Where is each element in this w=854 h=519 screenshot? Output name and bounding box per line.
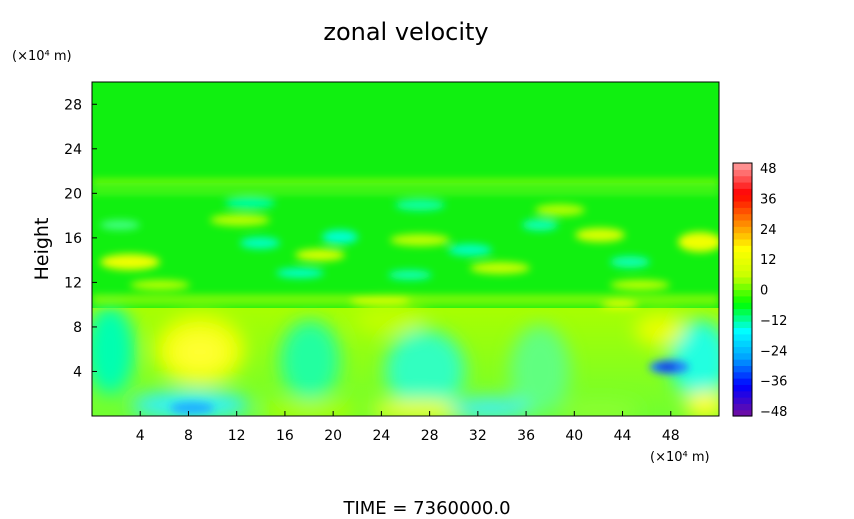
x-tick-label: 40 bbox=[565, 428, 583, 444]
colorbar: 48 36 24 12 0 −12 −24 −36 −48 bbox=[732, 162, 787, 420]
x-tick-label: 24 bbox=[372, 428, 390, 444]
colorbar-segment bbox=[733, 276, 752, 284]
colorbar-segment bbox=[733, 188, 752, 196]
colorbar-segment bbox=[733, 384, 752, 392]
colorbar-tick-label: 0 bbox=[760, 284, 768, 299]
colorbar-segment bbox=[733, 289, 752, 297]
colorbar-segment bbox=[733, 340, 752, 348]
velocity-field bbox=[92, 82, 719, 416]
colorbar-segment bbox=[733, 321, 752, 329]
colorbar-tick-label: −36 bbox=[760, 375, 787, 390]
colorbar-segment bbox=[733, 352, 752, 360]
x-tick-label: 16 bbox=[276, 428, 294, 444]
colorbar-tick-label: 48 bbox=[760, 162, 777, 177]
x-tick-label: 28 bbox=[421, 428, 439, 444]
colorbar-segment bbox=[733, 207, 752, 215]
y-tick-label: 8 bbox=[73, 320, 82, 336]
colorbar-segment bbox=[733, 371, 752, 379]
colorbar-segment bbox=[733, 365, 752, 373]
colorbar-segment bbox=[733, 333, 752, 341]
x-tick-label: 44 bbox=[614, 428, 632, 444]
colorbar-segment bbox=[733, 219, 752, 227]
x-tick-label: 32 bbox=[469, 428, 487, 444]
colorbar-segment bbox=[733, 283, 752, 291]
x-tick-label: 8 bbox=[184, 428, 193, 444]
x-axis-unit: (×10⁴ m) bbox=[650, 450, 710, 465]
colorbar-tick-label: 24 bbox=[760, 223, 777, 238]
y-tick-label: 16 bbox=[64, 231, 82, 247]
y-tick-label: 20 bbox=[64, 186, 82, 202]
colorbar-segment bbox=[733, 308, 752, 316]
colorbar-segment bbox=[733, 346, 752, 354]
colorbar-tick-label: −12 bbox=[760, 314, 787, 329]
time-label: TIME = 7360000.0 bbox=[342, 498, 510, 519]
y-tick-label: 28 bbox=[64, 97, 82, 113]
colorbar-tick-label: 36 bbox=[760, 192, 777, 207]
colorbar-segment bbox=[733, 302, 752, 310]
x-tick-label: 48 bbox=[662, 428, 680, 444]
x-tick-label: 12 bbox=[228, 428, 246, 444]
colorbar-segment bbox=[733, 327, 752, 335]
y-axis: 4 8 12 16 20 24 28 bbox=[64, 97, 97, 380]
colorbar-segment bbox=[733, 251, 752, 259]
plot-frame bbox=[91, 81, 720, 417]
colorbar-segment bbox=[733, 175, 752, 183]
colorbar-segment bbox=[733, 226, 752, 234]
colorbar-segment bbox=[733, 378, 752, 385]
colorbar-segment bbox=[733, 257, 752, 265]
colorbar-tick-label: −24 bbox=[760, 344, 787, 359]
x-tick-label: 20 bbox=[324, 428, 342, 444]
colorbar-segment bbox=[733, 264, 752, 272]
colorbar-segment bbox=[733, 270, 752, 278]
y-tick-label: 24 bbox=[64, 142, 82, 158]
colorbar-segment bbox=[733, 238, 752, 246]
colorbar-frame bbox=[732, 162, 753, 417]
colorbar-segment bbox=[733, 295, 752, 303]
colorbar-segment bbox=[733, 390, 752, 398]
colorbar-segment bbox=[733, 213, 752, 221]
y-tick-label: 12 bbox=[64, 275, 82, 291]
colorbar-segment bbox=[733, 163, 752, 170]
x-axis: 4 8 12 16 20 24 28 32 36 40 44 48 bbox=[136, 411, 680, 444]
x-tick-label: 36 bbox=[517, 428, 535, 444]
y-tick-label: 4 bbox=[73, 364, 82, 380]
colorbar-segment bbox=[733, 181, 752, 189]
y-axis-label: Height bbox=[31, 218, 53, 281]
y-axis-unit: (×10⁴ m) bbox=[12, 49, 72, 64]
colorbar-segment bbox=[733, 169, 752, 177]
colorbar-tick-label: 12 bbox=[760, 253, 777, 268]
colorbar-segment bbox=[733, 194, 752, 202]
x-tick-label: 4 bbox=[136, 428, 145, 444]
colorbar-segment bbox=[733, 359, 752, 366]
chart-title: zonal velocity bbox=[323, 18, 488, 46]
colorbar-segment bbox=[733, 314, 752, 322]
colorbar-segment bbox=[733, 245, 752, 253]
colorbar-segment bbox=[733, 200, 752, 208]
colorbar-segment bbox=[733, 397, 752, 404]
colorbar-tick-label: −48 bbox=[760, 405, 787, 420]
colorbar-segment bbox=[733, 403, 752, 411]
colorbar-segment bbox=[733, 232, 752, 240]
colorbar-segment bbox=[733, 409, 752, 417]
